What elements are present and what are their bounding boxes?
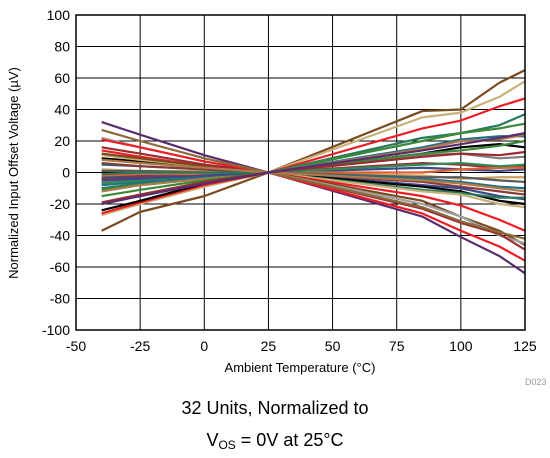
x-tick-label: 125 (513, 338, 537, 354)
x-axis-label: Ambient Temperature (°C) (225, 360, 376, 375)
series-line-30 (101, 139, 526, 198)
plot-frame (75, 14, 526, 331)
series-group (101, 69, 526, 275)
caption-subscript: OS (218, 438, 236, 452)
x-tick-labels: -50 -25 0 25 50 75 100 125 (66, 338, 537, 354)
series-line-3 (101, 97, 526, 215)
y-tick-label: -60 (50, 259, 70, 275)
y-tick-label: -100 (42, 322, 70, 338)
y-tick-label: -20 (50, 196, 70, 212)
series-line-1 (101, 69, 526, 232)
y-axis-label: Normalized Input Offset Voltage (µV) (6, 67, 21, 279)
y-tick-label: 60 (54, 70, 70, 86)
x-tick-label: -25 (130, 338, 150, 354)
series-line-13 (101, 166, 525, 177)
x-tick-label: -50 (66, 338, 86, 354)
y-tick-label: 100 (47, 7, 71, 23)
series-line-15 (101, 161, 526, 185)
y-tick-labels: -100 -80 -60 -40 -20 0 20 40 60 80 100 (42, 7, 70, 338)
y-tick-label: 0 (62, 165, 70, 181)
y-tick-label: 20 (54, 133, 70, 149)
x-tick-label: 50 (325, 338, 341, 354)
figure-code: D023 (525, 377, 547, 387)
series-line-23 (101, 152, 526, 246)
caption-line-2: VOS = 0V at 25°C (0, 430, 550, 452)
series-line-4 (101, 113, 526, 190)
y-tick-label: 40 (54, 102, 70, 118)
series-line-21 (101, 154, 526, 209)
series-line-31 (101, 150, 526, 204)
y-tick-label: -40 (50, 228, 70, 244)
x-tick-label: 0 (200, 338, 208, 354)
x-tick-label: 100 (449, 338, 473, 354)
caption-rest: = 0V at 25°C (235, 430, 344, 450)
series-line-22 (101, 149, 526, 232)
series-line-27 (101, 138, 526, 262)
series-line-2 (101, 80, 526, 217)
y-tick-label: -80 (50, 291, 70, 307)
series-line-19 (101, 157, 526, 206)
series-line-26 (101, 121, 526, 275)
series-line-32 (101, 132, 526, 206)
series-line-11 (101, 166, 526, 179)
series-line-29 (101, 158, 526, 193)
y-tick-label: 80 (54, 39, 70, 55)
chart: -100 -80 -60 -40 -20 0 20 40 60 80 100 -50 -25 0 25 50… (6, 7, 547, 387)
x-tick-label: 75 (389, 338, 405, 354)
caption-v: V (206, 430, 219, 450)
series-line-28 (101, 128, 526, 240)
caption-line-1: 32 Units, Normalized to (181, 398, 369, 418)
x-tick-label: 25 (261, 338, 277, 354)
